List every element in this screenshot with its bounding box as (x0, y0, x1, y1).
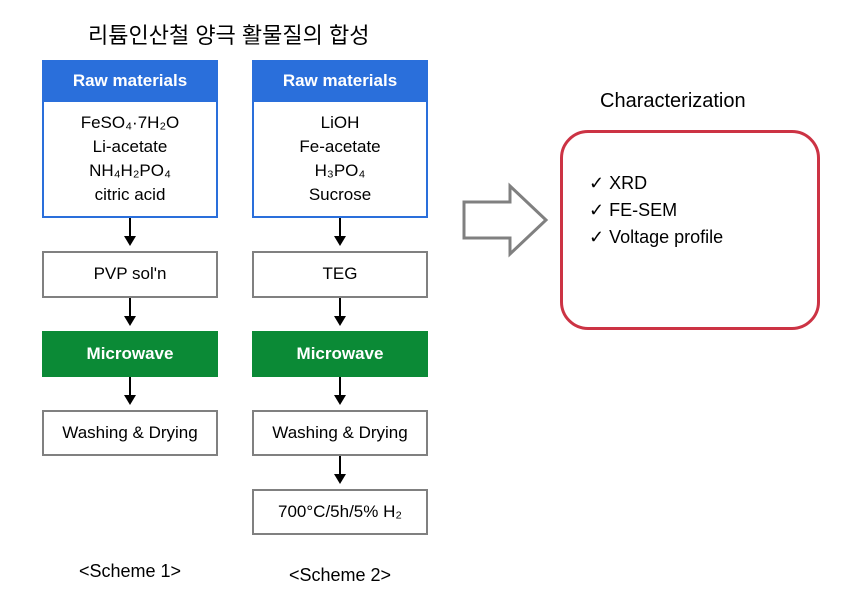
scheme2-raw-line: LiOH (260, 112, 420, 134)
characterization-item: ✓ XRD (589, 173, 791, 194)
arrow-right-icon (460, 180, 550, 265)
scheme1-solvent-box: PVP sol'n (42, 251, 218, 297)
arrow-down-icon (330, 456, 350, 489)
scheme2-solvent-box: TEG (252, 251, 428, 297)
scheme2-microwave-box: Microwave (252, 331, 428, 377)
characterization-item: ✓ FE-SEM (589, 200, 791, 221)
scheme2-raw-line: H₃PO₄ (260, 160, 420, 182)
scheme2-raw-line: Fe-acetate (260, 136, 420, 158)
scheme1-raw-body: FeSO₄·7H₂O Li-acetate NH₄H₂PO₄ citric ac… (42, 102, 218, 218)
scheme1-raw-header: Raw materials (42, 60, 218, 102)
scheme2-label: <Scheme 2> (289, 565, 391, 586)
arrow-down-icon (120, 218, 140, 251)
characterization-item-label: FE-SEM (609, 200, 677, 220)
scheme1-column: Raw materials FeSO₄·7H₂O Li-acetate NH₄H… (40, 60, 220, 582)
arrow-down-icon (330, 298, 350, 331)
arrow-down-icon (330, 218, 350, 251)
scheme2-raw-body: LiOH Fe-acetate H₃PO₄ Sucrose (252, 102, 428, 218)
characterization-item-label: XRD (609, 173, 647, 193)
page-title: 리튬인산철 양극 활물질의 합성 (88, 18, 369, 50)
scheme1-wash-box: Washing & Drying (42, 410, 218, 456)
characterization-box: ✓ XRD ✓ FE-SEM ✓ Voltage profile (560, 130, 820, 330)
scheme2-raw-header: Raw materials (252, 60, 428, 102)
scheme1-raw-line: NH₄H₂PO₄ (50, 160, 210, 182)
scheme1-raw-line: Li-acetate (50, 136, 210, 158)
scheme2-raw-line: Sucrose (260, 184, 420, 206)
scheme2-heat-box: 700°C/5h/5% H₂ (252, 489, 428, 535)
scheme1-raw-line: FeSO₄·7H₂O (50, 112, 210, 134)
scheme1-label: <Scheme 1> (79, 561, 181, 582)
characterization-item: ✓ Voltage profile (589, 227, 791, 248)
arrow-down-icon (330, 377, 350, 410)
scheme2-wash-box: Washing & Drying (252, 410, 428, 456)
scheme2-column: Raw materials LiOH Fe-acetate H₃PO₄ Sucr… (250, 60, 430, 586)
characterization-item-label: Voltage profile (609, 227, 723, 247)
arrow-down-icon (120, 377, 140, 410)
scheme1-raw-line: citric acid (50, 184, 210, 206)
characterization-title: Characterization (600, 90, 746, 113)
scheme1-microwave-box: Microwave (42, 331, 218, 377)
arrow-down-icon (120, 298, 140, 331)
